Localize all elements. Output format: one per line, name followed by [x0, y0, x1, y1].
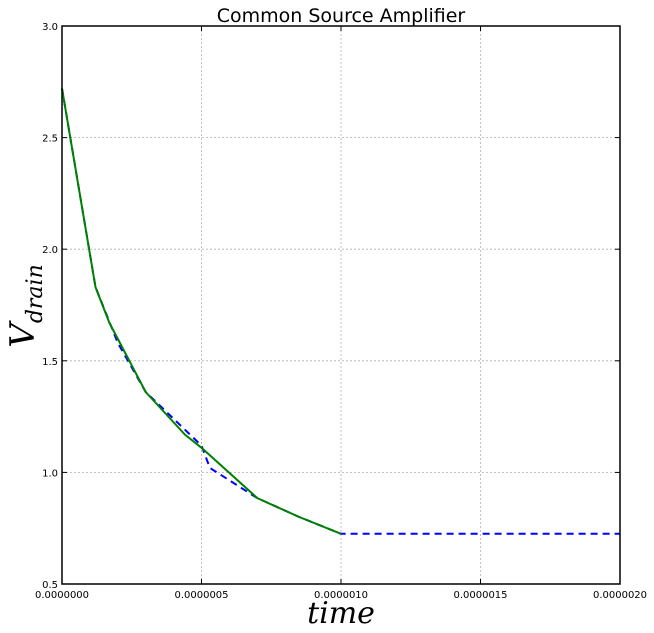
y-tick-label: 1.5: [42, 357, 58, 368]
grid: [61, 25, 621, 585]
x-tick-label: 0.0000010: [314, 590, 368, 601]
y-tick-label: 2.0: [42, 245, 58, 256]
y-tick-label: 2.5: [42, 134, 58, 145]
y-tick-label: 3.0: [42, 22, 58, 33]
x-tick-label: 0.0000015: [453, 590, 507, 601]
y-axis-label-main: V: [3, 320, 43, 348]
series-layer: [61, 88, 620, 535]
x-tick-label: 0.0000020: [593, 590, 647, 601]
chart-title: Common Source Amplifier: [217, 5, 466, 27]
y-axis-label-sub: drain: [23, 264, 48, 323]
ticks: 0.0000000 0.0000005 0.0000010 0.0000015 0.00…: [35, 22, 647, 601]
svg-text:Vdrain: Vdrain: [3, 264, 48, 347]
x-tick-label: 0.0000000: [35, 590, 89, 601]
solid-series-line: [61, 88, 342, 535]
y-axis-label: Vdrain: [3, 264, 48, 347]
y-tick-label: 0.5: [42, 580, 58, 591]
x-axis-label: time: [307, 596, 375, 631]
y-tick-label: 1.0: [42, 468, 58, 479]
x-tick-label: 0.0000005: [174, 590, 228, 601]
plot-area-border: [61, 25, 621, 585]
